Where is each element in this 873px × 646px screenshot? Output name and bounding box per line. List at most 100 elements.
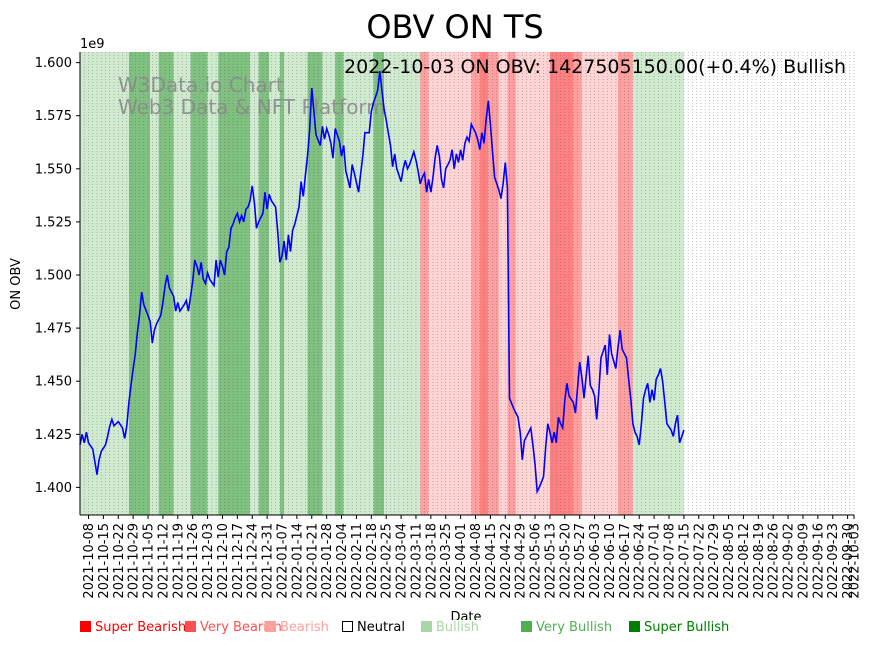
- x-tick-label: 2021-10-29: [127, 523, 142, 599]
- band-bullish: [643, 52, 684, 515]
- x-tick-label: 2021-11-05: [142, 523, 157, 599]
- band-very-bullish: [258, 52, 270, 515]
- band-bullish: [392, 52, 421, 515]
- y-axis-label: ON OBV: [9, 258, 24, 310]
- x-tick-label: 2022-07-15: [677, 523, 692, 599]
- band-very-bearish: [617, 52, 633, 515]
- legend-label: Super Bullish: [644, 620, 730, 635]
- band-very-bearish: [488, 52, 499, 515]
- y-tick-label: 1.600: [35, 56, 72, 71]
- x-tick-label: 2022-03-25: [439, 523, 454, 599]
- legend-label: Bullish: [436, 620, 480, 635]
- x-tick-label: 2022-05-20: [558, 523, 573, 599]
- x-tick-label: 2022-01-14: [290, 523, 305, 599]
- watermark: W3Data.io Chart Web3 Data & NFT Platform: [118, 73, 386, 119]
- x-tick-label: 2022-07-01: [648, 523, 663, 599]
- x-tick-label: 2022-01-07: [276, 523, 291, 599]
- band-bearish: [581, 52, 618, 515]
- band-bullish: [269, 52, 280, 515]
- y-tick-labels: 1.400 1.425 1.450 1.475 1.500 1.525 1.550 1.575…: [35, 56, 80, 496]
- band-bearish: [498, 52, 508, 515]
- y-tick-label: 1.425: [35, 428, 72, 443]
- legend-swatch: [629, 621, 640, 632]
- latest-value-annotation: 2022-10-03 ON OBV: 1427505150.00(+0.4%) …: [344, 56, 846, 78]
- date-gridlines: [79, 52, 855, 515]
- x-tick-label: 2021-12-24: [246, 523, 261, 599]
- watermark-line-1: W3Data.io Chart: [118, 73, 284, 97]
- x-tick-label: 2022-09-09: [796, 523, 811, 599]
- y-tick-label: 1.575: [35, 109, 72, 124]
- x-tick-label: 2022-08-19: [752, 523, 767, 599]
- band-bullish: [292, 52, 308, 515]
- band-very-bullish: [218, 52, 251, 515]
- band-very-bullish: [279, 52, 285, 515]
- x-tick-label: 2022-06-24: [633, 523, 648, 599]
- x-tick-label: 2022-04-22: [499, 523, 514, 599]
- y-tick-label: 1.500: [35, 269, 72, 284]
- x-tick-label: 2021-12-17: [231, 523, 246, 599]
- x-tick-label: 2022-03-04: [395, 523, 410, 599]
- x-tick-label: 2021-12-03: [201, 523, 216, 599]
- x-tick-label: 2022-09-16: [811, 523, 826, 599]
- x-tick-label: 2022-07-29: [707, 523, 722, 599]
- legend-swatch: [421, 621, 432, 632]
- x-tick-labels: 2021-10-08 2021-10-15 2021-10-22 2021-10-29…: [82, 515, 863, 599]
- x-tick-label: 2022-05-13: [543, 523, 558, 599]
- x-tick-label: 2022-06-03: [588, 523, 603, 599]
- y-tick-label: 1.475: [35, 322, 72, 337]
- legend-item-bearish: Bearish: [265, 620, 329, 635]
- legend-swatch: [521, 621, 532, 632]
- y-tick-label: 1.450: [35, 375, 72, 390]
- x-tick-label: 2021-11-26: [186, 523, 201, 599]
- legend-item-very-bearish: Very Bearish: [185, 620, 282, 635]
- legend-item-super-bearish: Super Bearish: [80, 620, 186, 635]
- legend-swatch: [80, 621, 91, 632]
- y-multiplier: 1e9: [80, 37, 105, 52]
- y-tick-label: 1.525: [35, 215, 72, 230]
- legend-swatch: [185, 621, 196, 632]
- obv-chart: W3Data.io Chart Web3 Data & NFT Platform…: [9, 8, 863, 620]
- x-tick-label: 2022-04-29: [514, 523, 529, 599]
- band-bearish: [428, 52, 442, 515]
- x-axis-label: Date: [450, 610, 481, 620]
- legend-label: Very Bullish: [536, 620, 613, 635]
- band-very-bullish: [373, 52, 385, 515]
- band-bullish: [343, 52, 374, 515]
- x-tick-label: 2021-10-08: [82, 523, 97, 599]
- legend-item-neutral: Neutral: [342, 620, 405, 635]
- legend-item-super-bullish: Super Bullish: [629, 620, 729, 635]
- obv-series-line: [79, 71, 685, 495]
- watermark-line-2: Web3 Data & NFT Platform: [118, 95, 386, 119]
- band-bearish: [449, 52, 472, 515]
- x-tick-label: 2022-08-05: [722, 523, 737, 599]
- legend-swatch: [342, 621, 353, 632]
- x-tick-label: 2022-02-04: [335, 523, 350, 599]
- legend-label: Very Bearish: [200, 620, 282, 635]
- x-tick-label: 2021-11-12: [156, 523, 171, 599]
- band-bullish: [322, 52, 336, 515]
- x-tick-label: 2022-02-25: [380, 523, 395, 599]
- x-tick-label: 2022-03-11: [409, 523, 424, 599]
- x-tick-label: 2022-06-17: [618, 523, 633, 599]
- band-very-bearish: [507, 52, 516, 515]
- legend-item-bullish: Bullish: [421, 620, 479, 635]
- y-tick-label: 1.550: [35, 162, 72, 177]
- x-tick-label: 2022-07-08: [663, 523, 678, 599]
- chart-title: OBV ON TS: [366, 8, 543, 46]
- x-tick-label: 2022-09-23: [826, 523, 841, 599]
- legend-label: Super Bearish: [95, 620, 187, 635]
- x-tick-label: 2022-04-08: [469, 523, 484, 599]
- sentiment-legend: Super Bearish Very Bearish Bearish Neutral B…: [0, 620, 873, 640]
- legend-item-very-bullish: Very Bullish: [521, 620, 612, 635]
- band-bullish: [384, 52, 393, 515]
- x-tick-label: 2022-04-15: [484, 523, 499, 599]
- legend-label: Bearish: [280, 620, 329, 635]
- x-tick-label: 2022-07-22: [692, 523, 707, 599]
- x-tick-label: 2021-10-15: [97, 523, 112, 599]
- x-tick-label: 2022-05-06: [529, 523, 544, 599]
- x-tick-label: 2022-01-28: [320, 523, 335, 599]
- x-tick-label: 2022-03-18: [424, 523, 439, 599]
- x-tick-label: 2021-10-22: [112, 523, 127, 599]
- band-bullish: [150, 52, 159, 515]
- x-tick-label: 2022-04-01: [454, 523, 469, 599]
